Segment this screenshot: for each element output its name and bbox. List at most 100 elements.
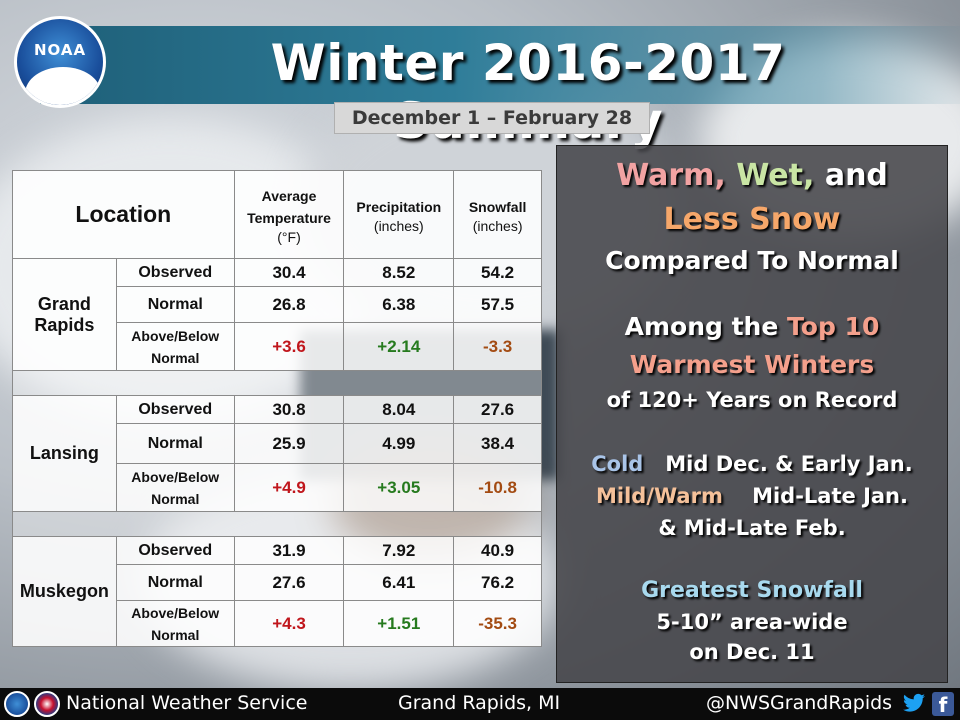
cell-snow-departure: -35.3: [453, 600, 542, 647]
footer-office: Grand Rapids, MI: [398, 692, 561, 714]
spacer-cell: [12, 370, 542, 396]
table-row: Lansing Observed 30.8 8.04 27.6: [12, 395, 542, 512]
noaa-bird-shape: [25, 67, 101, 105]
row-label-above-below: Above/Below Normal: [115, 600, 235, 647]
among-the: Among the: [624, 312, 779, 341]
header-avg-temp: Average Temperature (°F): [233, 170, 345, 259]
header-precip-unit: (inches): [373, 217, 424, 234]
location-name-line1: Lansing: [29, 443, 99, 463]
cell-temp-departure: +4.9: [233, 463, 345, 512]
among-line: Among the Top 10: [557, 312, 947, 341]
row-label-above-below-line1: Above/Below: [131, 468, 220, 485]
header-precip-label: Precipitation: [356, 198, 442, 215]
location-name-line1: Muskegon: [19, 581, 109, 601]
cell-precip-normal: 6.38: [343, 286, 455, 323]
row-label-observed: Observed: [115, 258, 235, 287]
mild-text: Mid-Late Jan.: [752, 484, 908, 508]
footer-agency: National Weather Service: [66, 692, 308, 714]
table-row: Normal 26.8 6.38 57.5: [13, 286, 542, 323]
mild-label: Mild/Warm: [596, 484, 723, 508]
header-snow: Snowfall (inches): [453, 170, 542, 259]
location-name-line2: Rapids: [34, 314, 95, 335]
location-muskegon: Muskegon: [12, 536, 117, 647]
greatest-line2: 5-10” area-wide: [656, 610, 848, 634]
among-top10: Top 10: [787, 312, 880, 341]
row-label-observed: Observed: [115, 536, 235, 565]
cell-temp-normal: 27.6: [233, 564, 345, 601]
row-label-above-below-line1: Above/Below: [131, 327, 220, 344]
headline-compared: Compared To Normal: [605, 246, 899, 275]
row-label-above-below-line2: Normal: [151, 490, 200, 507]
table-row: Normal 25.9 4.99 38.4: [13, 423, 542, 464]
spacer-cell: [12, 511, 542, 537]
cell-snow-observed: 54.2: [453, 258, 542, 287]
cell-precip-observed: 7.92: [343, 536, 455, 565]
row-label-above-below-line1: Above/Below: [131, 604, 220, 621]
table-row: Above/Below Normal +3.6 +2.14 -3.3: [13, 322, 542, 371]
cold-label: Cold: [591, 452, 644, 476]
cell-snow-departure: -3.3: [453, 322, 542, 371]
row-label-above-below: Above/Below Normal: [115, 322, 235, 371]
row-label-above-below-line2: Normal: [151, 626, 200, 643]
cell-temp-observed: 31.9: [233, 536, 345, 565]
headline-less-snow: Less Snow: [663, 202, 841, 237]
row-label-observed: Observed: [115, 395, 235, 424]
cell-precip-departure: +3.05: [343, 463, 455, 512]
location-name-line1: Grand: [37, 293, 91, 314]
noaa-logo-text: NOAA: [33, 41, 87, 59]
row-label-above-below: Above/Below Normal: [115, 463, 235, 512]
header-precip: Precipitation (inches): [343, 170, 455, 259]
row-label-normal: Normal: [115, 564, 235, 601]
row-label-above-below-line2: Normal: [151, 349, 200, 366]
mild-text-line2: & Mid-Late Feb.: [658, 516, 846, 540]
headline-warm: Warm,: [616, 158, 726, 193]
title-banner: [40, 26, 960, 104]
noaa-small-icon: [4, 691, 30, 717]
cold-text: Mid Dec. & Early Jan.: [665, 452, 913, 476]
cell-precip-observed: 8.04: [343, 395, 455, 424]
header-avg-temp-unit: (°F): [277, 228, 301, 245]
summary-panel: Warm, Wet, and Less Snow Compared To Nor…: [556, 145, 948, 683]
row-label-normal: Normal: [115, 286, 235, 323]
cell-temp-departure: +3.6: [233, 322, 345, 371]
cell-precip-departure: +1.51: [343, 600, 455, 647]
cell-temp-normal: 25.9: [233, 423, 345, 464]
table-spacer-row: [12, 370, 542, 396]
header-location: Location: [12, 170, 235, 259]
cell-temp-departure: +4.3: [233, 600, 345, 647]
table-header-row: Location Average Temperature (°F) Precip…: [12, 170, 542, 259]
headline-wet: Wet,: [736, 158, 815, 193]
cell-snow-departure: -10.8: [453, 463, 542, 512]
panel-headline: Warm, Wet, and: [557, 158, 947, 193]
cell-precip-normal: 4.99: [343, 423, 455, 464]
header-snow-label: Snowfall: [468, 198, 527, 215]
location-grand-rapids: Grand Rapids: [12, 258, 117, 371]
table-row: Normal 27.6 6.41 76.2: [13, 564, 542, 601]
cell-temp-observed: 30.4: [233, 258, 345, 287]
table-spacer-row: [12, 511, 542, 537]
twitter-icon: [903, 693, 925, 712]
cold-line: Cold Mid Dec. & Early Jan.: [557, 452, 947, 476]
table-row: Above/Below Normal +4.9 +3.05 -10.8: [13, 463, 542, 512]
row-label-normal: Normal: [115, 423, 235, 464]
cell-precip-departure: +2.14: [343, 322, 455, 371]
header-avg-temp-line1: Average: [261, 187, 317, 204]
table-row: Muskegon Observed 31.9 7.92 40.9: [12, 536, 542, 647]
warmest-winters: Warmest Winters: [629, 350, 875, 379]
cell-temp-normal: 26.8: [233, 286, 345, 323]
cell-precip-observed: 8.52: [343, 258, 455, 287]
footer-bar: National Weather Service Grand Rapids, M…: [0, 688, 960, 720]
footer-handle: @NWSGrandRapids: [706, 692, 893, 714]
cell-temp-observed: 30.8: [233, 395, 345, 424]
greatest-snowfall: Greatest Snowfall: [641, 578, 863, 603]
location-lansing: Lansing: [12, 395, 117, 512]
date-range-subtitle: December 1 – February 28: [334, 102, 650, 134]
mild-line: Mild/Warm Mid-Late Jan.: [557, 484, 947, 508]
greatest-line3: on Dec. 11: [689, 640, 815, 664]
cell-snow-normal: 57.5: [453, 286, 542, 323]
cell-snow-observed: 40.9: [453, 536, 542, 565]
nws-small-icon: [34, 691, 60, 717]
noaa-logo-icon: NOAA: [14, 16, 106, 108]
cell-snow-normal: 38.4: [453, 423, 542, 464]
facebook-icon: f: [932, 692, 954, 717]
